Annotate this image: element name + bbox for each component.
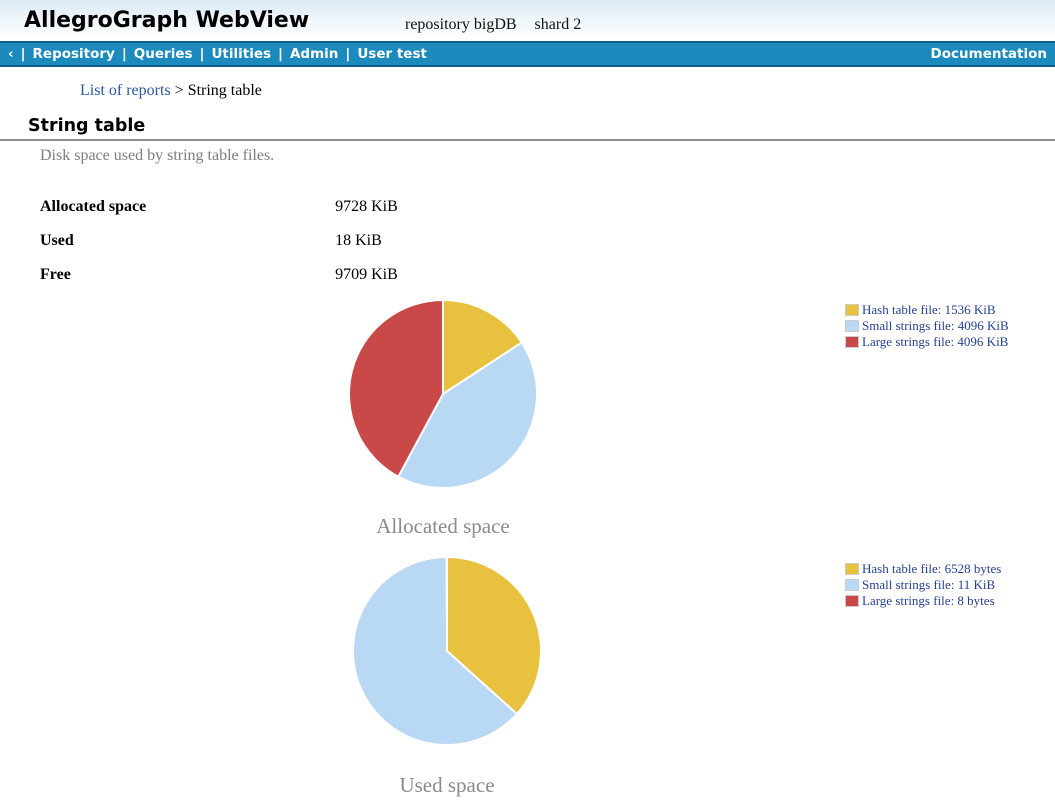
row-value-allocated-space: 9728 KiB: [335, 198, 398, 215]
nav-link-documentation[interactable]: Documentation: [930, 46, 1047, 62]
legend-label-large-strings[interactable]: Large strings file: 4096 KiB: [862, 334, 1009, 349]
breadcrumb-list-of-reports-link[interactable]: List of reports: [80, 82, 171, 99]
nav-separator: |: [345, 46, 351, 62]
breadcrumb: List of reports > String table: [80, 82, 262, 100]
nav-separator: |: [121, 46, 127, 62]
nav-item-repository[interactable]: Repository: [32, 46, 115, 62]
page-title: String table: [28, 116, 146, 136]
legend-item[interactable]: Hash table file: 1536 KiB: [845, 302, 1009, 318]
breadcrumb-current: String table: [187, 82, 262, 99]
legend-item[interactable]: Small strings file: 11 KiB: [845, 577, 1001, 593]
table-row: Free 9709 KiB: [40, 264, 398, 284]
legend-swatch-small-strings: [845, 579, 859, 591]
repository-name: repository bigDB: [405, 16, 517, 33]
page-subtitle: Disk space used by string table files.: [40, 147, 275, 164]
nav-back-chevron-icon[interactable]: ‹: [8, 46, 14, 62]
pie-slice-large-strings-file: [348, 298, 444, 479]
row-value-used: 18 KiB: [335, 232, 382, 249]
used-space-chart-title: Used space: [399, 773, 495, 797]
legend-label-small-strings[interactable]: Small strings file: 4096 KiB: [862, 318, 1009, 333]
nav-separator: |: [20, 46, 26, 62]
allocated-space-pie-chart: [348, 298, 538, 489]
pie-slice-hash-table-file: [442, 298, 524, 396]
legend-swatch-hash-table: [845, 563, 859, 575]
legend-item[interactable]: Small strings file: 4096 KiB: [845, 318, 1009, 334]
pie-slice-hash-table-file: [446, 555, 542, 716]
row-label-free: Free: [40, 266, 71, 283]
legend-swatch-large-strings: [845, 595, 859, 607]
nav-left-group: ‹ | Repository | Queries | Utilities | A…: [8, 46, 427, 62]
legend-label-hash-table[interactable]: Hash table file: 1536 KiB: [862, 302, 996, 317]
nav-item-admin[interactable]: Admin: [289, 46, 339, 62]
allocated-space-chart-title: Allocated space: [376, 514, 510, 538]
nav-item-queries[interactable]: Queries: [133, 46, 193, 62]
breadcrumb-separator: >: [174, 82, 184, 99]
nav-separator: |: [199, 46, 205, 62]
used-space-legend: Hash table file: 6528 bytes Small string…: [845, 561, 1001, 609]
legend-swatch-hash-table: [845, 304, 859, 316]
legend-swatch-small-strings: [845, 320, 859, 332]
table-row: Used 18 KiB: [40, 230, 382, 250]
legend-swatch-large-strings: [845, 336, 859, 348]
legend-item[interactable]: Large strings file: 4096 KiB: [845, 334, 1009, 350]
nav-item-user-test[interactable]: User test: [357, 46, 427, 62]
used-space-pie-chart: [352, 555, 542, 746]
repository-info: repository bigDB shard 2: [405, 16, 581, 34]
row-value-free: 9709 KiB: [335, 266, 398, 283]
table-row: Allocated space 9728 KiB: [40, 196, 398, 216]
nav-item-utilities[interactable]: Utilities: [211, 46, 272, 62]
allocated-space-legend: Hash table file: 1536 KiB Small strings …: [845, 302, 1009, 350]
legend-label-hash-table[interactable]: Hash table file: 6528 bytes: [862, 561, 1002, 576]
shard-label: shard 2: [534, 16, 582, 33]
pie-slice-small-strings-file: [352, 555, 519, 746]
pie-slice-small-strings-file: [396, 341, 538, 489]
row-label-used: Used: [40, 232, 74, 249]
app-title: AllegroGraph WebView: [24, 8, 310, 33]
legend-label-small-strings[interactable]: Small strings file: 11 KiB: [862, 577, 996, 592]
title-divider: [0, 139, 1055, 141]
row-label-allocated-space: Allocated space: [40, 198, 147, 215]
legend-item[interactable]: Large strings file: 8 bytes: [845, 593, 1001, 609]
nav-separator: |: [278, 46, 283, 62]
app-header: AllegroGraph WebView repository bigDB sha…: [0, 0, 1055, 41]
legend-item[interactable]: Hash table file: 6528 bytes: [845, 561, 1001, 577]
legend-label-large-strings[interactable]: Large strings file: 8 bytes: [862, 593, 995, 608]
nav-bar: ‹ | Repository | Queries | Utilities | A…: [0, 41, 1055, 67]
